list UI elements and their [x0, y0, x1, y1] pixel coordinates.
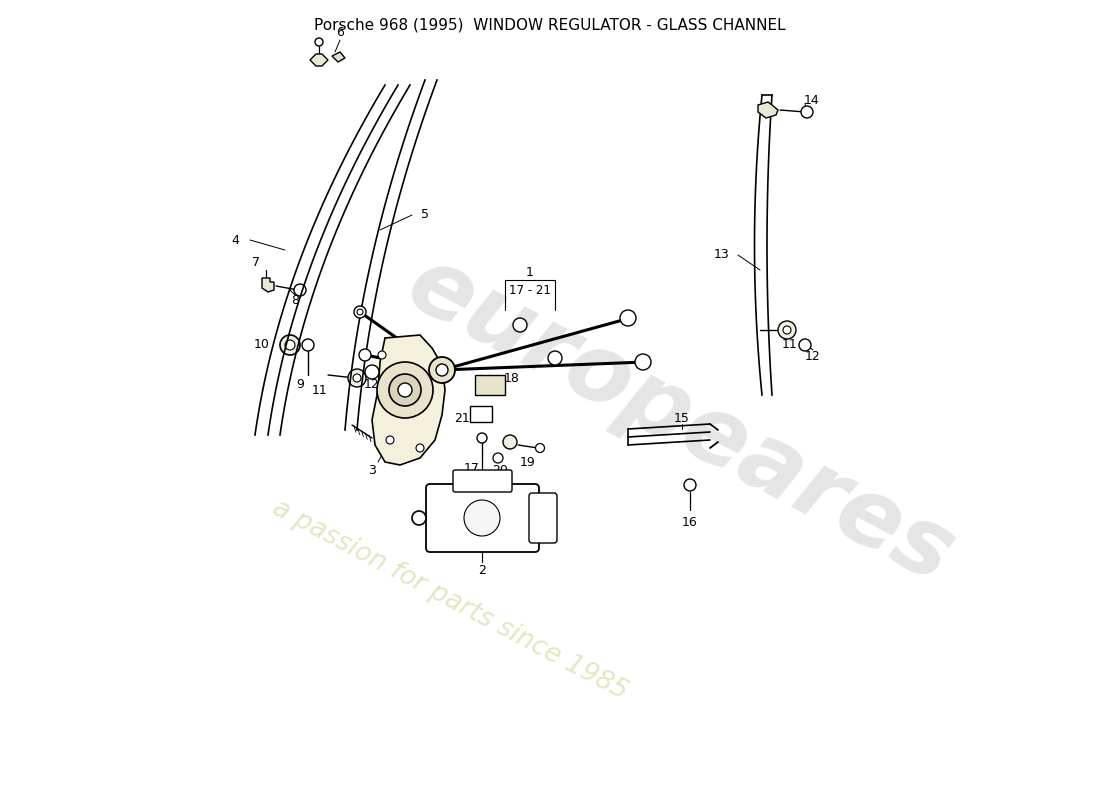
Circle shape — [684, 479, 696, 491]
Polygon shape — [332, 52, 345, 62]
Circle shape — [348, 369, 366, 387]
Text: 15: 15 — [674, 411, 690, 425]
FancyBboxPatch shape — [475, 375, 505, 395]
Circle shape — [783, 326, 791, 334]
Circle shape — [354, 306, 366, 318]
Circle shape — [377, 362, 433, 418]
Text: 20: 20 — [492, 463, 508, 477]
Text: 6: 6 — [337, 26, 344, 38]
Text: 2: 2 — [478, 563, 486, 577]
Polygon shape — [262, 278, 274, 292]
Circle shape — [285, 340, 295, 350]
Circle shape — [416, 444, 424, 452]
Text: 8: 8 — [292, 294, 299, 306]
Polygon shape — [372, 335, 446, 465]
Text: 17 - 21: 17 - 21 — [509, 283, 551, 297]
Circle shape — [635, 354, 651, 370]
Circle shape — [436, 364, 448, 376]
Circle shape — [398, 383, 412, 397]
Circle shape — [353, 374, 361, 382]
FancyBboxPatch shape — [529, 493, 557, 543]
Text: 7: 7 — [252, 255, 260, 269]
Polygon shape — [758, 102, 778, 118]
Circle shape — [548, 351, 562, 365]
Text: 12: 12 — [805, 350, 821, 363]
Text: 21: 21 — [454, 411, 470, 425]
Text: 13: 13 — [714, 249, 730, 262]
Polygon shape — [310, 54, 328, 66]
Circle shape — [464, 500, 500, 536]
Circle shape — [493, 453, 503, 463]
Text: 18: 18 — [504, 371, 520, 385]
Text: 4: 4 — [231, 234, 239, 246]
Text: 5: 5 — [421, 209, 429, 222]
Text: 19: 19 — [520, 455, 536, 469]
Text: 17: 17 — [464, 462, 480, 474]
Text: 16: 16 — [682, 515, 697, 529]
Text: 11: 11 — [312, 383, 328, 397]
FancyBboxPatch shape — [426, 484, 539, 552]
FancyBboxPatch shape — [453, 470, 512, 492]
Circle shape — [389, 374, 421, 406]
Circle shape — [359, 349, 371, 361]
Text: 11: 11 — [782, 338, 797, 351]
Text: 9: 9 — [296, 378, 304, 391]
Circle shape — [536, 443, 544, 453]
FancyBboxPatch shape — [470, 406, 492, 422]
Text: 10: 10 — [254, 338, 270, 351]
Text: a passion for parts since 1985: a passion for parts since 1985 — [268, 495, 632, 705]
Circle shape — [302, 339, 313, 351]
Circle shape — [513, 318, 527, 332]
Circle shape — [801, 106, 813, 118]
Circle shape — [365, 365, 380, 379]
Circle shape — [477, 433, 487, 443]
Circle shape — [386, 436, 394, 444]
Circle shape — [620, 310, 636, 326]
Text: europeares: europeares — [392, 238, 969, 602]
Text: Porsche 968 (1995)  WINDOW REGULATOR - GLASS CHANNEL: Porsche 968 (1995) WINDOW REGULATOR - GL… — [315, 18, 785, 33]
Circle shape — [778, 321, 796, 339]
Text: 1: 1 — [526, 266, 534, 278]
Text: 14: 14 — [804, 94, 820, 106]
Circle shape — [378, 351, 386, 359]
Circle shape — [315, 38, 323, 46]
Circle shape — [358, 309, 363, 315]
Circle shape — [412, 511, 426, 525]
Circle shape — [429, 357, 455, 383]
Circle shape — [503, 435, 517, 449]
Circle shape — [280, 335, 300, 355]
Circle shape — [799, 339, 811, 351]
Circle shape — [294, 284, 306, 296]
Text: 3: 3 — [368, 463, 376, 477]
Text: 12: 12 — [364, 378, 380, 391]
